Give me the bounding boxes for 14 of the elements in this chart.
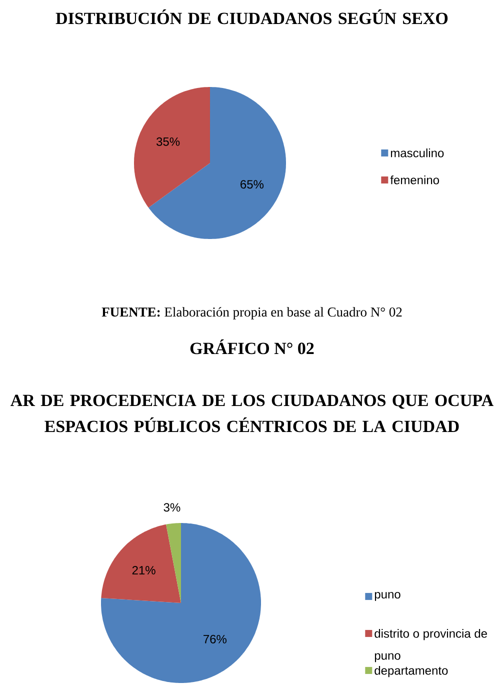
data-label: 3% bbox=[164, 503, 180, 512]
legend-label: femenino bbox=[390, 175, 440, 184]
data-label: 76% bbox=[204, 634, 226, 644]
legend-label: masculino bbox=[390, 148, 444, 158]
legend-label: distrito o provincia de puno bbox=[374, 628, 487, 662]
text: GRÁFICO N° 02 bbox=[190, 339, 314, 354]
legend-label: departamento bbox=[374, 666, 448, 678]
chart-title: DISTRIBUCIÓN DE CIUDADANOS SEGÚN SEXO bbox=[56, 9, 448, 24]
data-label: 35% bbox=[156, 137, 180, 146]
legend-label: puno bbox=[374, 592, 400, 601]
chart-title: AR DE PROCEDENCIA DE LOS CIUDADANOS QUE OCUPA ESPACIOS PÚBLICOS CÉNTRICOS DE LA CIUDAD bbox=[10, 394, 494, 432]
text: FUENTE: Elaboración propia en base al Cuadro N° 02 bbox=[102, 307, 402, 320]
data-label: 21% bbox=[132, 566, 156, 574]
data-label: 65% bbox=[240, 180, 264, 189]
